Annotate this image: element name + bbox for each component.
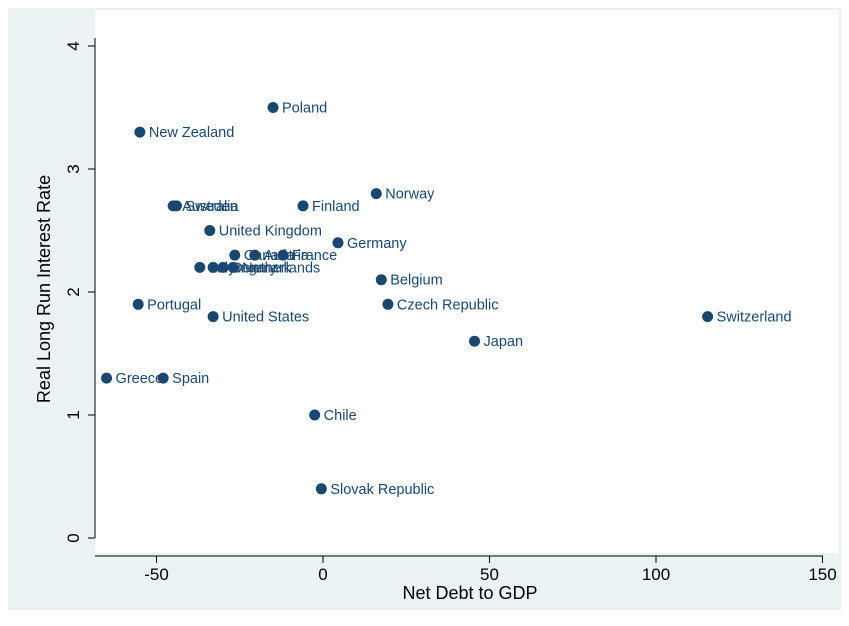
- point-label: Slovak Republic: [330, 482, 434, 498]
- data-point: [204, 225, 216, 236]
- data-point: [382, 298, 394, 310]
- y-tick-label: 4: [64, 41, 83, 50]
- point-label: Spain: [172, 371, 209, 387]
- point-label: Portugal: [147, 297, 201, 313]
- data-point: [207, 261, 219, 273]
- data-point: [469, 335, 481, 347]
- chart-figure: 0 1 2 3 4 -50 0 50 100 150 Poland New Zealand Norw…: [8, 8, 841, 610]
- x-tick-label: 50: [480, 565, 499, 584]
- point-label: Greece: [116, 371, 164, 387]
- data-point: [227, 261, 239, 273]
- point-label: Norway: [385, 187, 435, 203]
- data-point: [267, 102, 279, 113]
- y-tick-label: 2: [64, 287, 83, 296]
- data-point: [297, 200, 309, 212]
- data-point: [207, 311, 219, 323]
- point-label: Switzerland: [717, 310, 792, 326]
- point-label: Czech Republic: [397, 297, 499, 313]
- y-axis-ticks: 0 1 2 3 4: [64, 41, 95, 543]
- x-tick-label: 150: [808, 565, 836, 584]
- data-point: [157, 372, 169, 384]
- point-label: France: [292, 248, 337, 264]
- y-tick-label: 3: [64, 164, 83, 173]
- point-label: United States: [222, 310, 309, 326]
- point-label: United Kingdom: [219, 224, 322, 240]
- scatter-chart: 0 1 2 3 4 -50 0 50 100 150 Poland New Zealand Norw…: [34, 10, 839, 603]
- data-point: [194, 261, 206, 273]
- data-point: [370, 188, 382, 200]
- data-point: [249, 249, 261, 261]
- point-label: Finland: [312, 199, 360, 215]
- data-point: [134, 126, 146, 138]
- y-tick-label: 0: [64, 533, 83, 542]
- point-label: New Zealand: [149, 125, 234, 141]
- data-point: [229, 249, 241, 261]
- data-point: [375, 274, 387, 286]
- y-axis-title: Real Long Run Interest Rate: [34, 175, 54, 403]
- data-point: [132, 298, 144, 310]
- data-point: [702, 311, 714, 323]
- x-tick-label: -50: [144, 565, 169, 584]
- point-label: Netherlands: [242, 260, 320, 276]
- x-axis-ticks: -50 0 50 100 150: [144, 556, 837, 584]
- point-label: Chile: [324, 408, 357, 424]
- x-tick-label: 0: [318, 565, 327, 584]
- data-point: [217, 261, 229, 273]
- data-point: [309, 409, 321, 421]
- y-tick-label: 1: [64, 410, 83, 419]
- plot-area: [95, 10, 839, 553]
- point-label: Japan: [484, 334, 524, 350]
- x-tick-label: 100: [642, 565, 670, 584]
- point-label: Germany: [347, 236, 407, 252]
- point-label: Belgium: [390, 273, 442, 289]
- data-point: [101, 372, 113, 384]
- data-point: [332, 237, 344, 249]
- point-label: Denmark: [232, 260, 292, 276]
- data-point: [315, 483, 327, 495]
- point-label: Poland: [282, 101, 327, 117]
- x-axis-title: Net Debt to GDP: [402, 583, 537, 603]
- data-point: [277, 249, 289, 261]
- point-label: Australia: [182, 199, 239, 215]
- point-label: Sweden: [185, 199, 237, 215]
- data-point: [170, 200, 182, 212]
